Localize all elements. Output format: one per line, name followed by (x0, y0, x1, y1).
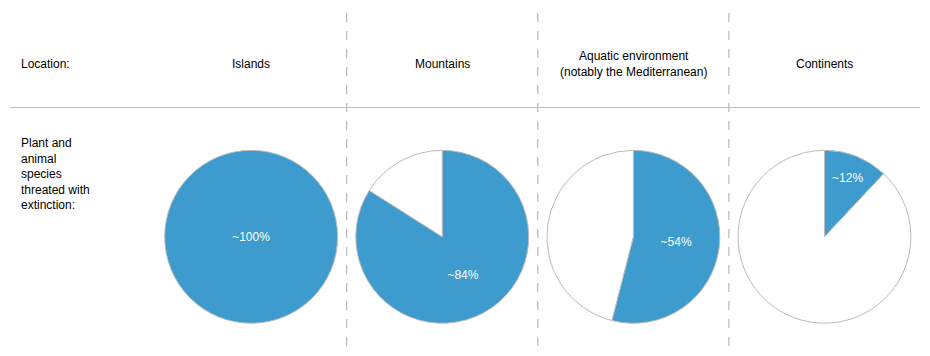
svg-text:Aquatic environment(notably th: Aquatic environment(notably the Mediterr… (560, 49, 707, 79)
svg-text:~84%: ~84% (447, 268, 478, 282)
svg-text:~100%: ~100% (232, 230, 270, 244)
svg-text:Islands: Islands (232, 57, 270, 71)
svg-text:~12%: ~12% (832, 171, 863, 185)
svg-text:Mountains: Mountains (415, 57, 470, 71)
svg-text:~54%: ~54% (661, 235, 692, 249)
svg-text:Location:: Location: (21, 57, 70, 71)
svg-text:Continents: Continents (796, 57, 853, 71)
svg-text:Plant andanimalspeciesthreated: Plant andanimalspeciesthreated withextin… (21, 136, 90, 212)
